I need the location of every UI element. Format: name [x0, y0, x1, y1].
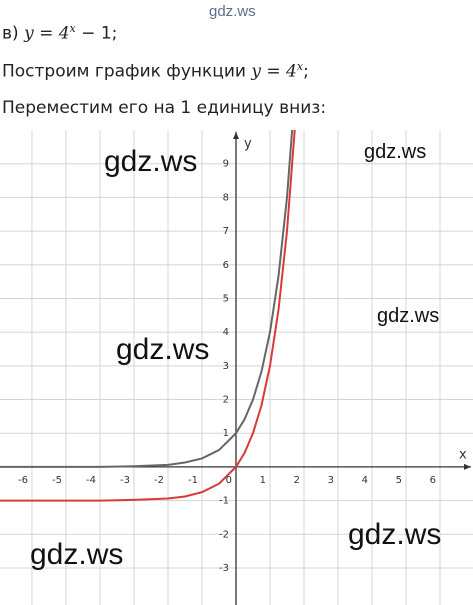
x-tick-label: -3: [120, 475, 130, 486]
x-tick-label: -2: [154, 475, 164, 486]
math: − 1;: [75, 23, 118, 44]
y-tick-label: 7: [223, 226, 229, 237]
x-tick-label: 6: [430, 475, 436, 486]
x-tick-label: 3: [328, 475, 334, 486]
watermark: gdz.ws: [364, 141, 427, 163]
x-tick-label: 2: [294, 475, 300, 486]
math: x: [296, 60, 304, 73]
x-tick-label: 0: [226, 475, 232, 486]
text: Переместим его на 1 единицу вниз:: [2, 98, 327, 118]
line: Построим график функции y = 4x;: [2, 60, 309, 82]
curve: [0, 130, 294, 468]
text: в): [2, 23, 25, 44]
arrow: [232, 132, 239, 139]
watermark: gdz.ws: [348, 518, 442, 551]
x-tick-label: 4: [362, 475, 368, 486]
y-tick-label: -2: [219, 529, 229, 540]
watermark: gdz.ws: [104, 145, 198, 178]
y-tick-label: -1: [219, 496, 229, 507]
watermark: gdz.ws: [209, 3, 256, 20]
x-tick-label: -4: [86, 475, 96, 486]
y-tick-label: 5: [223, 293, 229, 304]
y-tick-label: 4: [223, 327, 229, 338]
y-tick-label: -3: [219, 563, 229, 574]
watermark: gdz.ws: [377, 305, 440, 327]
y-tick-label: 8: [223, 192, 229, 203]
y-tick-label: 1: [223, 428, 229, 439]
x-tick-label: -6: [18, 475, 28, 486]
y-tick-label: 3: [223, 361, 229, 372]
y-axis-label: y: [244, 137, 252, 152]
x-tick-label: 1: [260, 475, 266, 486]
y-tick-label: 9: [223, 159, 229, 170]
curve: [0, 130, 296, 502]
math: y = 4: [24, 23, 70, 44]
math: x: [69, 22, 76, 35]
x-tick-label: -1: [188, 475, 198, 486]
y-tick-label: 2: [223, 395, 229, 406]
x-axis-label: x: [459, 447, 467, 462]
watermark: gdz.ws: [116, 333, 210, 366]
math: y = 4: [251, 61, 297, 82]
watermark: gdz.ws: [30, 538, 124, 571]
x-tick-label: 5: [396, 475, 402, 486]
text: ;: [303, 61, 309, 82]
x-tick-label: -5: [52, 475, 62, 486]
y-tick-label: 6: [223, 260, 229, 271]
arrow: [464, 463, 471, 470]
graph: -6 -5 -4 -3 -2 -1 0 1 2 3 4 5 6 -3 -2 -1 1 2 3 4 5 6 7 8 9 x y: [0, 130, 473, 605]
line: в) y = 4x − 1;: [2, 22, 117, 44]
line: Переместим его на 1 единицу вниз:: [2, 98, 326, 118]
text: Построим график функции: [2, 61, 252, 82]
